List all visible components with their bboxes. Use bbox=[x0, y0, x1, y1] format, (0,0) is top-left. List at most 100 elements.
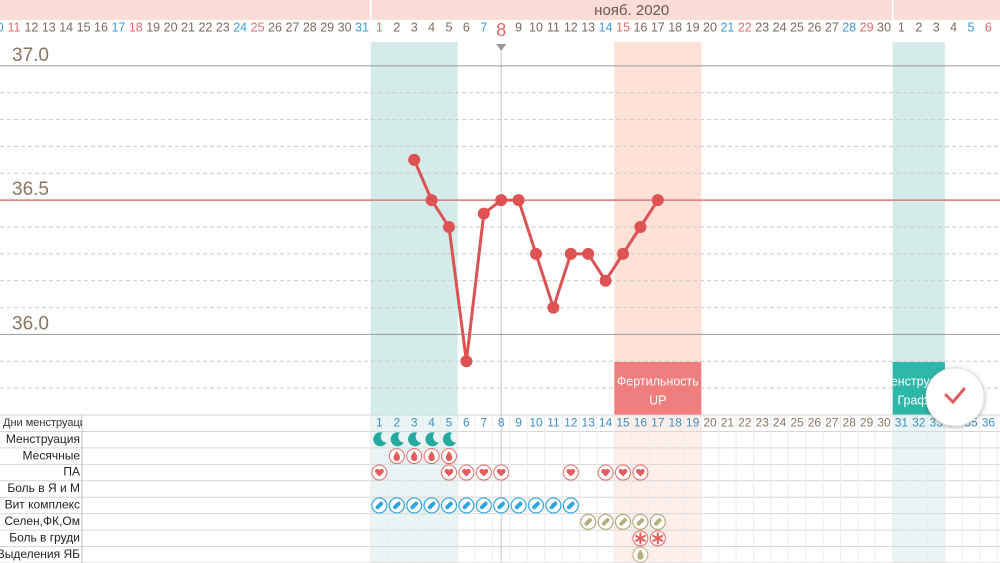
drop-shape bbox=[445, 451, 453, 462]
temperature-point bbox=[425, 194, 438, 207]
day-label: 11 bbox=[547, 20, 560, 34]
row-icon bbox=[632, 530, 649, 547]
cycle-day: 31 bbox=[895, 415, 909, 429]
cycle-day: 9 bbox=[515, 415, 522, 429]
cycle-day: 36 bbox=[982, 415, 996, 429]
temperature-point bbox=[530, 247, 542, 260]
cycle-day: 15 bbox=[616, 415, 630, 429]
table: Дни менструаци 1 2 3 4 5 6 7 8 9 10 11 12 13 14 15 16 17 1… bbox=[0, 414, 1000, 563]
temperature-point bbox=[651, 194, 664, 207]
pill-shape bbox=[532, 501, 540, 510]
row-icon bbox=[371, 497, 388, 514]
month-bar bbox=[0, 0, 1000, 20]
cycle-day: 5 bbox=[446, 415, 453, 429]
row-icon bbox=[614, 513, 632, 530]
cycle-day: 20 bbox=[703, 415, 717, 429]
pill-shape bbox=[619, 518, 627, 526]
day-label: 27 bbox=[285, 20, 299, 34]
temperature-point bbox=[477, 207, 490, 220]
temperature-point bbox=[512, 194, 525, 207]
day-label: 22 bbox=[738, 20, 752, 34]
day-label: 5 bbox=[446, 20, 453, 34]
day-label: 4 bbox=[950, 20, 957, 34]
day-label: 15 bbox=[77, 20, 91, 34]
phase-box bbox=[614, 362, 702, 415]
day-label: 27 bbox=[825, 20, 839, 34]
pill-shape bbox=[393, 501, 401, 510]
temperature-point bbox=[582, 247, 595, 260]
box-label: UP bbox=[649, 393, 666, 407]
row-icon bbox=[440, 497, 458, 514]
heart-shape bbox=[636, 468, 645, 477]
day-label: 3 bbox=[933, 20, 940, 34]
row-icon bbox=[475, 464, 492, 481]
day-label: 28 bbox=[842, 20, 856, 34]
day-label: 15 bbox=[616, 20, 630, 34]
pill-shape bbox=[654, 518, 662, 526]
row-icon bbox=[597, 464, 614, 481]
day-label: 17 bbox=[111, 20, 125, 34]
row-icon bbox=[406, 497, 423, 514]
row-icon bbox=[510, 497, 527, 514]
row-icon bbox=[649, 513, 666, 530]
row-label: Выделения ЯБ bbox=[0, 547, 80, 561]
row-icon bbox=[373, 432, 387, 447]
temperature-point bbox=[564, 247, 577, 260]
day-label: 12 bbox=[564, 20, 578, 34]
day-label: 20 bbox=[703, 20, 717, 34]
day-label: 16 bbox=[94, 20, 108, 34]
row-icon bbox=[649, 530, 666, 547]
day-label: 10 bbox=[0, 20, 4, 34]
moon-icon bbox=[373, 432, 387, 447]
drop-shape bbox=[411, 451, 418, 462]
y-tick-label: 37.0 bbox=[12, 45, 49, 66]
heart-shape bbox=[462, 468, 471, 477]
cycle-day: 16 bbox=[634, 415, 648, 429]
day-label: 10 bbox=[529, 20, 543, 34]
row-label: Селен,ФК,Ом bbox=[4, 514, 80, 528]
cycle-day: 17 bbox=[651, 415, 665, 429]
drop-shape bbox=[428, 451, 435, 462]
drop-shape bbox=[637, 549, 644, 560]
day-label: 22 bbox=[198, 20, 212, 34]
cycle-day: 6 bbox=[463, 415, 470, 429]
day-label: 19 bbox=[686, 20, 700, 34]
cycle-day: 4 bbox=[428, 415, 435, 429]
day-label: 30 bbox=[338, 20, 352, 34]
heart-shape bbox=[601, 468, 610, 477]
row-icon bbox=[632, 464, 649, 481]
row-icon bbox=[580, 513, 597, 530]
row-label: Вит комплекс bbox=[5, 498, 80, 512]
temperature-point bbox=[617, 247, 629, 260]
day-label: 19 bbox=[146, 20, 160, 34]
table-left-bg bbox=[0, 415, 82, 563]
heart-shape bbox=[444, 468, 454, 477]
temperature-point bbox=[408, 153, 421, 166]
day-label: 2 bbox=[915, 20, 922, 34]
row-icon bbox=[423, 448, 440, 465]
cycle-day: 10 bbox=[529, 415, 543, 429]
cycle-day: 8 bbox=[498, 415, 505, 429]
row-icon bbox=[408, 432, 422, 447]
day-label: 3 bbox=[411, 20, 418, 34]
heart-shape bbox=[566, 468, 576, 477]
cycle-day: 30 bbox=[877, 415, 891, 429]
pill-shape bbox=[584, 518, 592, 526]
day-label: 2 bbox=[393, 20, 400, 34]
confirm-button[interactable] bbox=[925, 367, 985, 427]
pill-shape bbox=[549, 501, 558, 510]
day-label: 26 bbox=[268, 20, 282, 34]
check-icon bbox=[944, 387, 966, 405]
phase-band bbox=[892, 42, 945, 415]
day-label: 29 bbox=[320, 20, 334, 34]
row-label: Боль в груди bbox=[9, 531, 80, 545]
button-circle[interactable] bbox=[925, 367, 985, 427]
cycle-day: 24 bbox=[773, 415, 787, 429]
pill-shape bbox=[427, 501, 436, 510]
row-icon bbox=[458, 464, 475, 481]
cycle-day: 13 bbox=[582, 415, 596, 429]
day-label: 11 bbox=[8, 20, 21, 34]
day-label: 31 bbox=[355, 20, 369, 34]
cycle-day: 19 bbox=[686, 415, 700, 429]
